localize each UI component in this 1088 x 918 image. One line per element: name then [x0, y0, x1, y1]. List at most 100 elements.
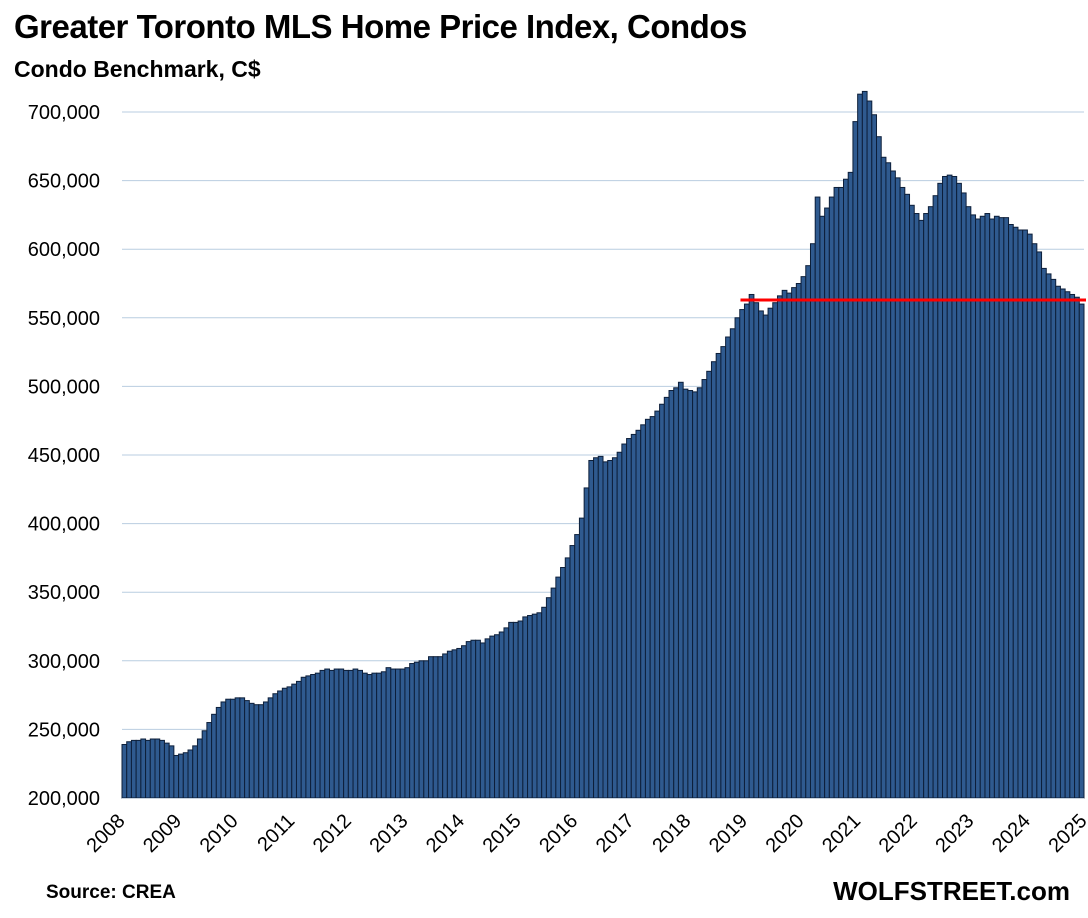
bar	[937, 182, 944, 799]
bar	[536, 612, 543, 799]
bar	[743, 303, 750, 799]
bar	[1069, 293, 1076, 799]
bar	[220, 701, 227, 799]
x-tick-label: 2008	[83, 810, 130, 857]
bar	[1041, 267, 1047, 799]
bar	[1055, 285, 1061, 799]
bar	[583, 487, 590, 799]
bar	[772, 302, 778, 799]
bar	[277, 690, 283, 799]
bar	[357, 669, 363, 799]
bar	[578, 517, 585, 799]
bar	[310, 674, 316, 799]
x-tick-label: 2014	[422, 810, 469, 857]
bar	[545, 597, 552, 799]
bar	[531, 613, 538, 799]
bar	[291, 683, 297, 799]
x-tick-label: 2018	[648, 810, 695, 857]
bar	[692, 391, 698, 799]
x-tick-label: 2017	[592, 810, 639, 857]
bar	[1022, 229, 1028, 799]
bar	[130, 739, 137, 799]
bar	[965, 206, 972, 799]
x-tick-label: 2011	[253, 810, 299, 856]
bar	[418, 660, 425, 799]
bar	[847, 171, 854, 799]
source-label: Source: CREA	[46, 882, 176, 903]
bar	[225, 698, 231, 799]
bar	[328, 669, 335, 799]
bar	[154, 738, 161, 799]
bar	[1059, 288, 1066, 799]
bar	[762, 314, 769, 799]
bar	[753, 302, 760, 799]
bar	[786, 292, 793, 799]
bar	[843, 178, 849, 799]
y-tick-label: 300,000	[28, 651, 100, 673]
bar	[942, 175, 948, 799]
bar	[621, 443, 628, 799]
bar	[946, 174, 953, 799]
bar	[767, 307, 774, 799]
bar	[932, 195, 939, 799]
bar	[781, 289, 788, 799]
bar	[239, 697, 246, 799]
bar	[465, 641, 472, 799]
x-tick-label: 2023	[931, 810, 978, 857]
bar	[635, 429, 642, 799]
bar	[267, 697, 274, 799]
bar	[706, 370, 712, 799]
bar	[951, 175, 958, 799]
bar	[890, 170, 896, 799]
bar	[343, 669, 349, 799]
bar	[602, 461, 609, 799]
bar	[1036, 251, 1043, 799]
bar	[1008, 224, 1014, 799]
bar	[168, 745, 175, 799]
bar	[498, 631, 505, 799]
y-tick-label: 350,000	[28, 582, 100, 604]
bar	[715, 352, 722, 799]
bar	[319, 669, 326, 799]
bar	[385, 667, 392, 799]
bar	[376, 672, 382, 799]
bar	[998, 217, 1005, 799]
bar	[687, 390, 694, 799]
bar	[1026, 233, 1033, 799]
bar	[824, 207, 830, 799]
bar	[192, 745, 198, 799]
bar	[508, 621, 514, 799]
bar	[258, 704, 264, 799]
bar	[206, 722, 213, 799]
bar	[838, 186, 844, 799]
x-tick-label: 2024	[988, 810, 1035, 857]
bar	[659, 403, 665, 799]
chart-title: Greater Toronto MLS Home Price Index, Co…	[14, 8, 747, 45]
bar	[314, 672, 321, 799]
bar	[512, 621, 519, 799]
bar	[616, 451, 623, 799]
bar	[390, 668, 397, 799]
bar	[428, 656, 434, 799]
bar	[371, 672, 378, 799]
y-tick-label: 500,000	[28, 376, 100, 398]
bar	[1012, 226, 1019, 799]
bar	[673, 387, 679, 799]
bar	[178, 753, 184, 799]
bar	[710, 361, 717, 799]
bar	[215, 706, 222, 799]
y-tick-label: 700,000	[28, 102, 100, 124]
y-tick-label: 200,000	[28, 788, 100, 810]
bar	[805, 265, 811, 799]
bar	[461, 645, 467, 799]
bar	[446, 650, 453, 799]
bar	[871, 114, 878, 799]
bar	[470, 639, 477, 799]
bar	[126, 741, 132, 799]
bar	[975, 218, 981, 799]
bar	[729, 328, 736, 799]
bar	[701, 379, 708, 799]
x-tick-label: 2025	[1045, 810, 1088, 857]
bar	[163, 742, 170, 799]
bar	[758, 310, 764, 799]
